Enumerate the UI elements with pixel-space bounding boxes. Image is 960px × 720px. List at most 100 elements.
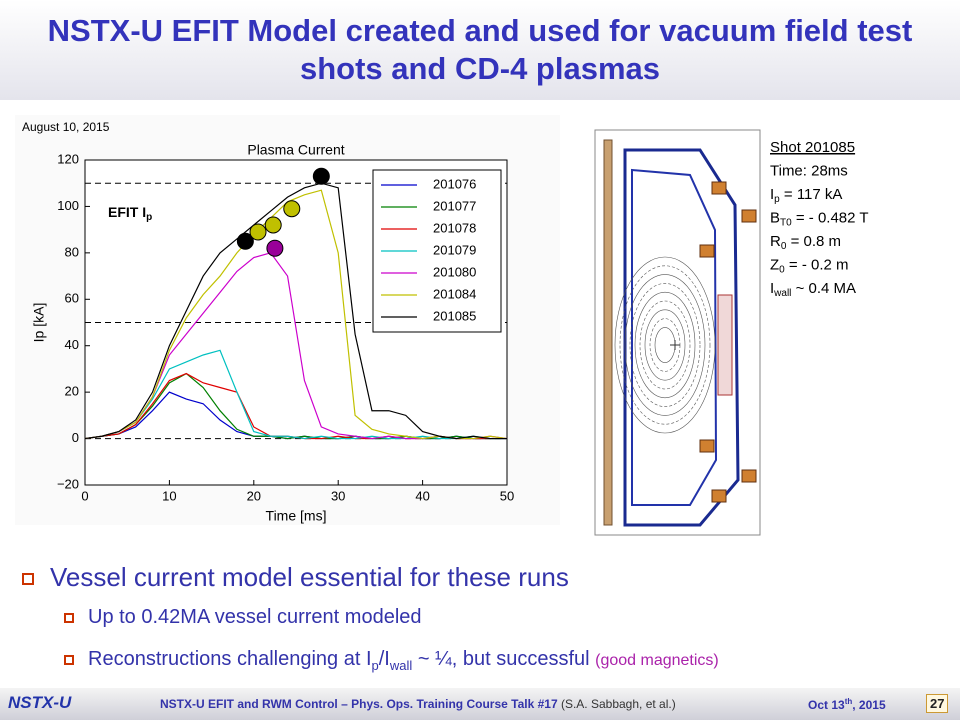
footer-text: Oct 13 [808,698,845,712]
eq-coil [711,489,727,503]
info-sub: 0 [781,241,787,252]
footer: NSTX-U NSTX-U EFIT and RWM Control – Phy… [0,688,960,720]
slide-title: NSTX-U EFIT Model created and used for v… [47,13,913,86]
x-tick-label: 40 [415,488,429,503]
info-line: Shot 201085 [770,139,855,156]
y-tick-label: 0 [72,430,79,445]
eq-coil [699,439,715,453]
info-sub: wall [773,288,791,299]
legend-label: 201079 [433,242,476,257]
y-tick-label: −20 [57,476,79,491]
eq-vessel [623,148,740,527]
legend-label: 201084 [433,286,476,301]
bullet-text: Reconstructions challenging at I [88,648,372,670]
sub-bullet: Up to 0.42MA vessel current modeled [64,606,422,629]
title-bar: NSTX-U EFIT Model created and used for v… [0,0,960,100]
info-text: Shot 201085 [770,139,855,156]
info-text: = - 0.482 T [792,209,869,226]
series-line [84,189,508,440]
eq-coil [741,469,757,483]
info-sub: 0 [779,264,785,275]
legend-label: 201076 [433,176,476,191]
footer-talk: NSTX-U EFIT and RWM Control – Phys. Ops.… [160,697,676,711]
info-sub: T0 [780,217,792,228]
annotation-sub: p [146,212,152,223]
bullet: Vessel current model essential for these… [22,562,569,593]
y-tick-label: 100 [57,198,79,213]
logo: NSTX-U [8,693,72,712]
footer-text: , 2015 [852,698,886,712]
marker [264,216,282,234]
x-axis-label: Time [ms] [266,508,327,524]
eq-coil [711,181,727,195]
footer-date: Oct 13th, 2015 [808,697,886,712]
bullet-text: Up to 0.42MA vessel current modeled [88,606,422,628]
eq-flux [639,300,691,390]
series-line [84,182,507,440]
info-text: B [770,209,780,226]
footer-text: NSTX-U EFIT and RWM Control – Phys. Ops.… [160,697,558,711]
info-text: I [770,280,774,297]
bullet-text: /I [378,648,390,670]
superscript: th [844,697,853,706]
legend-label: 201085 [433,308,476,323]
eq-flux [629,283,701,407]
x-tick-label: 10 [162,488,176,503]
info-line: Iwall ~ 0.4 MA [770,280,856,299]
eq-flux [644,309,686,381]
bullet-text: Vessel current model essential for these… [50,562,569,592]
eq-wall [631,168,718,506]
chart-title: Plasma Current [247,142,344,158]
marker [312,167,330,185]
bullet-note: (good magnetics) [595,652,719,669]
eq-flux [619,265,711,425]
eq-axis [670,340,680,350]
x-tick-label: 50 [500,488,514,503]
info-line: BT0 = - 0.482 T [770,209,869,228]
subscript: p [371,658,379,673]
y-tick-label: 120 [57,151,79,166]
annotation: EFIT Ip [108,204,152,223]
marker [283,200,301,218]
marker [266,239,284,257]
eq-coil [699,244,715,258]
eq-coil [741,209,757,223]
info-line: Z0 = - 0.2 m [770,256,849,275]
info-sub: p [774,194,780,205]
eq-flux [624,274,706,416]
bullet-text: ~ ¼, but successful [412,648,596,670]
series-line [84,349,507,440]
y-tick-label: 80 [65,244,79,259]
info-line: Time: 28ms [770,162,848,179]
eq-plate [717,294,733,396]
y-tick-label: 60 [65,291,79,306]
page-number: 27 [926,694,949,713]
eq-coils [603,139,613,526]
y-tick-label: 40 [65,337,79,352]
marker [236,232,254,250]
x-tick-label: 20 [247,488,261,503]
legend-label: 201080 [433,264,476,279]
sub-bullet: Reconstructions challenging at Ip/Iwall … [64,648,719,673]
y-axis-label: Ip [kA] [31,303,47,343]
info-text: = 0.8 m [786,233,841,250]
marker [249,223,267,241]
y-tick-label: 20 [65,384,79,399]
info-text: Z [770,256,779,273]
info-line: Ip = 117 kA [770,186,842,205]
info-line: R0 = 0.8 m [770,233,841,252]
annotation-text: EFIT I [108,204,146,220]
legend-label: 201078 [433,220,476,235]
equilibrium-figure [594,129,761,536]
x-tick-label: 0 [81,488,88,503]
footer-author: (S.A. Sabbagh, et al.) [560,697,676,711]
legend-label: 201077 [433,198,476,213]
info-text: ~ 0.4 MA [791,280,856,297]
info-text: = - 0.2 m [785,256,849,273]
info-text: I [770,186,774,203]
figure-date: August 10, 2015 [22,120,110,134]
info-text: = 117 kA [780,186,843,203]
info-text: R [770,233,781,250]
